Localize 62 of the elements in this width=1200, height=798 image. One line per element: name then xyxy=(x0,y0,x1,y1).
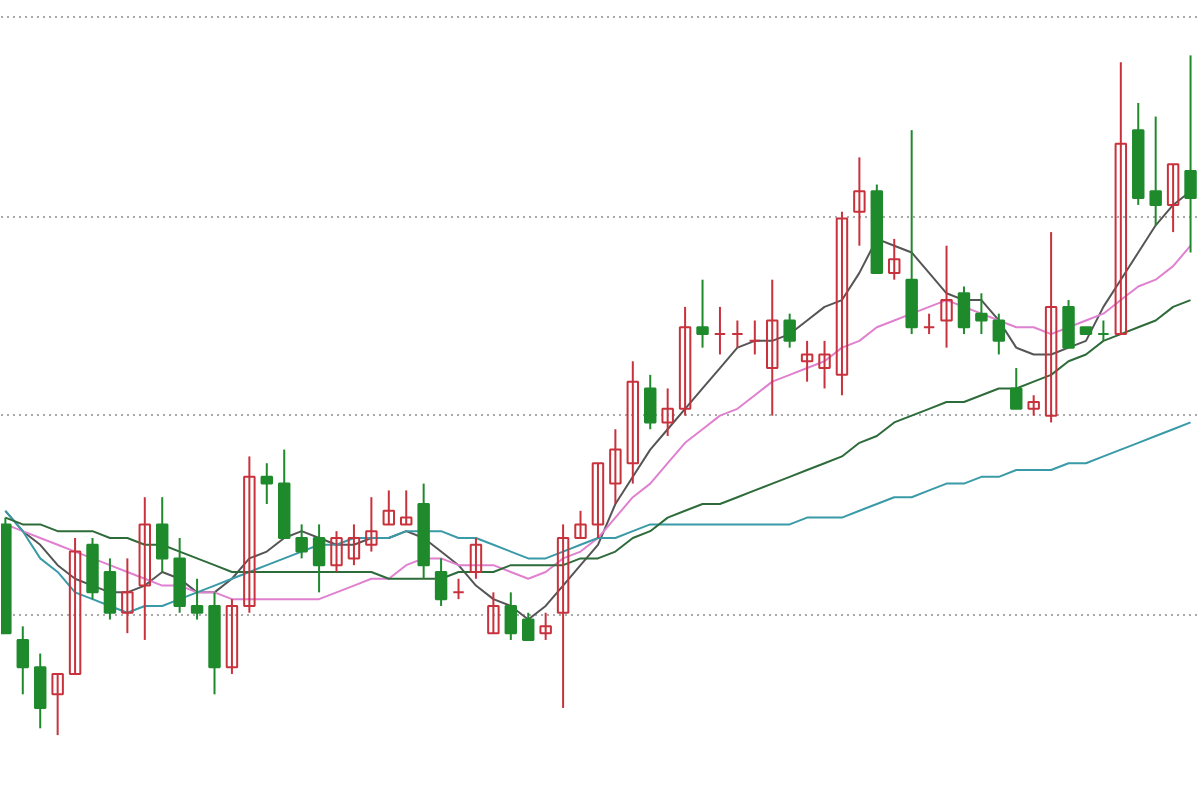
candlestick xyxy=(696,278,709,349)
candlestick xyxy=(800,339,814,383)
candlestick xyxy=(225,598,239,675)
candlestick xyxy=(766,278,779,417)
candlestick xyxy=(1184,54,1197,254)
candlestick xyxy=(86,536,99,601)
candlestick xyxy=(365,496,378,553)
candlestick xyxy=(783,312,796,349)
candlestick xyxy=(609,428,622,505)
candlestick xyxy=(591,462,605,539)
candlestick xyxy=(574,509,587,539)
candlestick xyxy=(51,672,64,737)
candlestick xyxy=(312,523,326,594)
candlestick xyxy=(243,455,256,614)
candlestick xyxy=(661,387,674,438)
candlestick xyxy=(16,625,30,696)
candlestick xyxy=(957,285,971,336)
candlestick xyxy=(1114,61,1128,336)
candlestick xyxy=(522,611,535,641)
candlestick xyxy=(940,244,953,349)
candlestick xyxy=(992,312,1006,356)
candlestick xyxy=(190,577,204,621)
candlestick xyxy=(1027,394,1040,417)
candlestick xyxy=(347,523,361,567)
candlestick xyxy=(68,536,82,675)
candlestick xyxy=(644,373,657,431)
candlestick xyxy=(853,156,866,247)
candlestick xyxy=(539,611,552,641)
candlestick xyxy=(173,536,186,614)
candlestick xyxy=(626,360,640,485)
candlestick xyxy=(504,591,518,641)
candlestick xyxy=(469,536,483,580)
candlestick xyxy=(1010,367,1023,410)
candlestick xyxy=(1149,115,1162,227)
candlestick xyxy=(678,305,692,417)
candlestick xyxy=(487,591,500,635)
candlestick xyxy=(713,305,727,356)
candlestick xyxy=(1166,163,1180,234)
candlestick xyxy=(33,652,47,730)
candlestick xyxy=(975,292,988,336)
candlestick xyxy=(382,489,396,526)
candlestick xyxy=(295,523,308,560)
candlestick xyxy=(1044,231,1058,424)
candlestick xyxy=(888,237,901,281)
candlestick xyxy=(121,557,134,635)
candlestick xyxy=(835,210,849,397)
candlestick xyxy=(818,339,831,390)
candlestick xyxy=(1062,299,1075,349)
candlestick xyxy=(400,489,413,526)
candlestick xyxy=(731,319,744,349)
candlestick xyxy=(748,319,762,356)
candlestick xyxy=(434,557,448,607)
candlestick xyxy=(138,496,152,641)
candlestick xyxy=(260,462,274,505)
candlestick xyxy=(905,129,918,336)
candlestick xyxy=(330,530,343,573)
candlestick xyxy=(452,577,465,601)
candlestick xyxy=(556,523,570,709)
candlestick xyxy=(1097,319,1110,342)
candlestick xyxy=(155,496,169,573)
candlestick xyxy=(103,557,117,621)
candlestick xyxy=(922,312,936,336)
